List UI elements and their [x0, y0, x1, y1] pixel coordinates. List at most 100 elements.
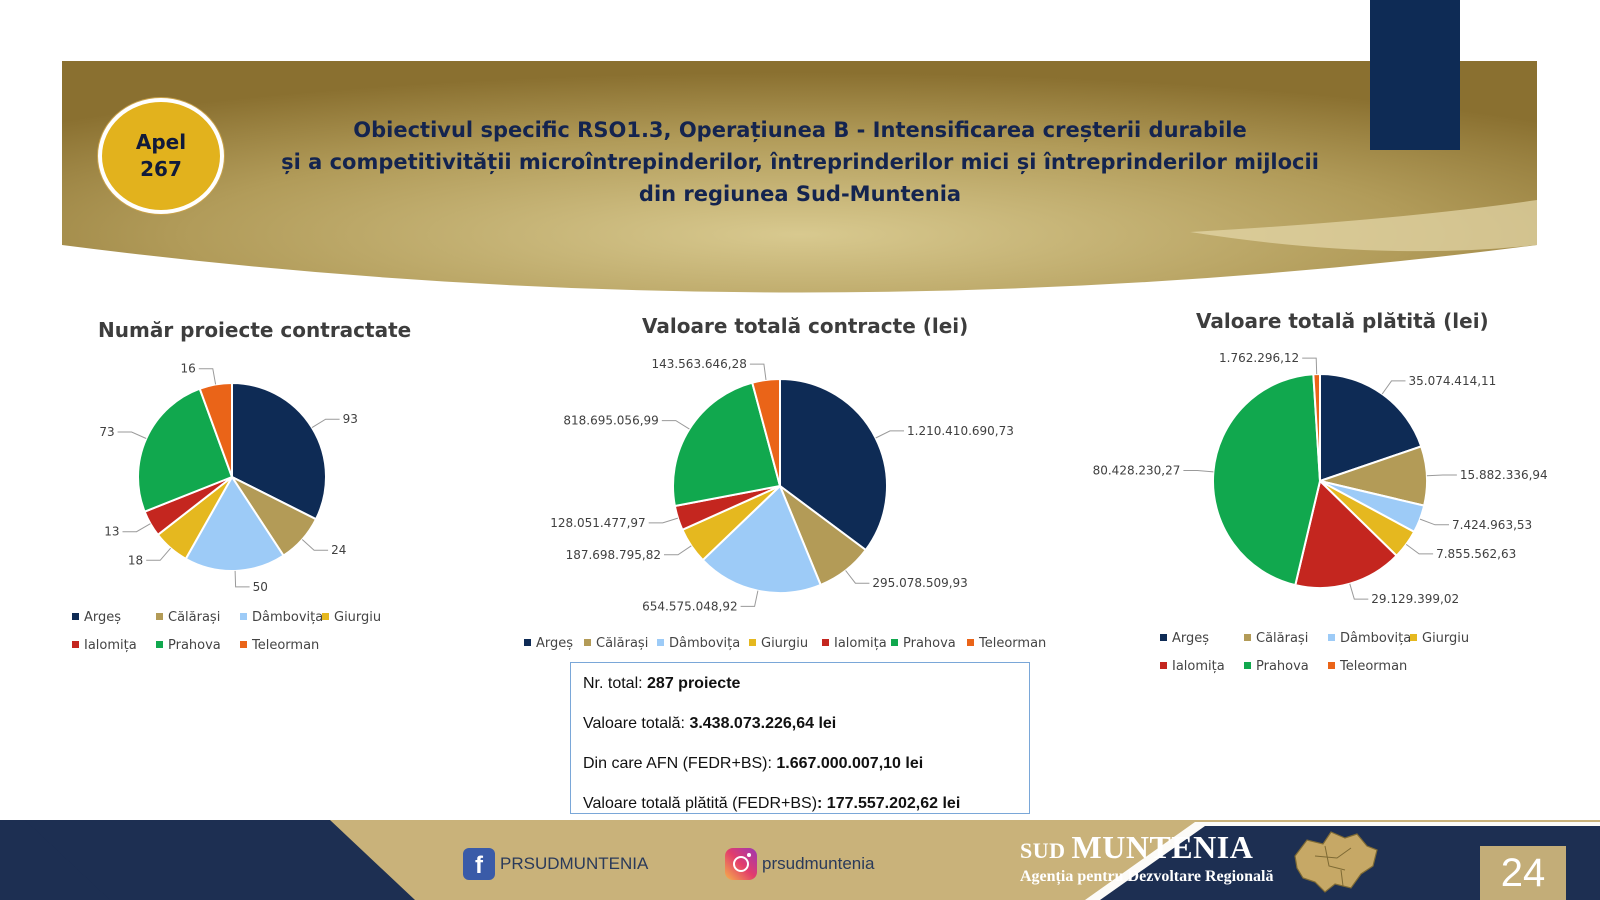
instagram-link[interactable]: prsudmuntenia: [725, 848, 874, 880]
leader-line: [648, 517, 679, 524]
legend-swatch: [240, 613, 247, 620]
legend-label: Argeș: [536, 636, 574, 651]
legend-item-teleorman: Teleorman: [1328, 659, 1407, 674]
legend-swatch: [1244, 634, 1251, 641]
data-label-prahova: 73: [99, 425, 114, 439]
summary-afn-value: Din care AFN (FEDR+BS): 1.667.000.007,10…: [583, 749, 1017, 789]
pie-slice-prahova: [672, 381, 782, 508]
legend-item-teleorman: Teleorman: [240, 638, 319, 653]
legend-item-prahova: Prahova: [891, 636, 956, 651]
data-label-teleorman: 1.762.296,12: [1219, 351, 1299, 365]
legend-swatch: [524, 639, 531, 646]
legend-item-giurgiu: Giurgiu: [1410, 631, 1469, 646]
chart-3-title: Valoare totală plătită (lei): [1196, 309, 1489, 333]
legend-swatch: [1160, 634, 1167, 641]
data-label-dâmbovița: 50: [253, 580, 268, 594]
legend-label: Dâmbovița: [1340, 631, 1412, 646]
page-title: Obiectivul specific RSO1.3, Operațiunea …: [270, 114, 1330, 210]
leader-line: [740, 590, 759, 607]
leader-line: [1302, 357, 1318, 375]
title-line-1: Obiectivul specific RSO1.3, Operațiunea …: [353, 118, 1247, 142]
legend-swatch: [156, 613, 163, 620]
legend-item-giurgiu: Giurgiu: [749, 636, 808, 651]
legend-label: Teleorman: [252, 638, 320, 653]
leader-line: [845, 570, 870, 584]
legend-item-dâmbovița: Dâmbovița: [657, 636, 740, 651]
brand-small: SUD: [1020, 838, 1066, 863]
facebook-link[interactable]: f PRSUDMUNTENIA: [463, 848, 648, 880]
legend-item-argeș: Argeș: [1160, 631, 1209, 646]
legend-swatch: [1244, 662, 1251, 669]
brand-subtitle: Agenția pentru Dezvoltare Regională: [1020, 868, 1274, 885]
summary-label: Valoare totală:: [583, 715, 690, 732]
legend-label: Prahova: [168, 638, 221, 653]
leader-line: [1419, 518, 1449, 526]
legend-swatch: [822, 639, 829, 646]
legend-item-dâmbovița: Dâmbovița: [1328, 631, 1411, 646]
legend-item-călărași: Călărași: [156, 610, 220, 625]
legend-item-ialomița: Ialomița: [72, 638, 137, 653]
data-label-giurgiu: 18: [128, 553, 143, 567]
legend-label: Teleorman: [979, 636, 1047, 651]
leader-line: [311, 418, 340, 429]
legend-swatch: [891, 639, 898, 646]
data-label-prahova: 818.695.056,99: [563, 414, 658, 428]
data-label-ialomița: 29.129.399,02: [1371, 592, 1459, 606]
pie-slice-teleorman: [751, 377, 781, 487]
leader-line: [122, 523, 151, 533]
data-label-giurgiu: 187.698.795,82: [566, 548, 661, 562]
data-label-călărași: 295.078.509,93: [872, 576, 967, 590]
summary-paid-value: Valoare totală plătită (FEDR+BS): 177.55…: [583, 789, 1017, 829]
data-label-argeș: 1.210.410.690,73: [907, 424, 1014, 438]
legend-label: Argeș: [84, 610, 122, 625]
legend-swatch: [156, 641, 163, 648]
leader-line: [1183, 470, 1214, 473]
summary-value: 1.667.000.007,10 lei: [776, 755, 924, 772]
legend-label: Prahova: [1256, 659, 1309, 674]
pie-slice-prahova: [137, 387, 234, 513]
legend-swatch: [1328, 634, 1335, 641]
leader-line: [875, 430, 904, 439]
data-label-teleorman: 16: [181, 362, 196, 376]
summary-value: 287 proiecte: [647, 675, 741, 692]
summary-box: Nr. total: 287 proiecte Valoare totală: …: [570, 662, 1030, 814]
legend-label: Teleorman: [1340, 659, 1408, 674]
leader-line: [664, 545, 692, 556]
facebook-handle: PRSUDMUNTENIA: [500, 854, 649, 873]
leader-line: [1349, 583, 1369, 600]
leader-line: [661, 420, 690, 430]
legend-label: Ialomița: [84, 638, 137, 653]
leader-line: [749, 363, 767, 380]
region-map-icon: [1294, 831, 1378, 893]
data-label-călărași: 24: [331, 543, 346, 557]
data-label-argeș: 35.074.414,11: [1409, 374, 1497, 388]
summary-label: Din care AFN (FEDR+BS):: [583, 755, 777, 772]
legend-label: Giurgiu: [1422, 631, 1470, 646]
summary-label: Valoare totală plătită (FEDR+BS): [583, 795, 818, 812]
legend-item-argeș: Argeș: [72, 610, 121, 625]
leader-line: [117, 431, 147, 439]
legend-label: Ialomița: [834, 636, 887, 651]
leader-line: [301, 539, 329, 551]
data-label-călărași: 15.882.336,94: [1460, 468, 1548, 482]
leader-line: [146, 547, 171, 561]
data-label-giurgiu: 7.855.562,63: [1436, 547, 1516, 561]
legend-swatch: [72, 641, 79, 648]
summary-value: 3.438.073.226,64 lei: [689, 715, 837, 732]
chart-2-title: Valoare totală contracte (lei): [642, 314, 969, 338]
legend-item-giurgiu: Giurgiu: [322, 610, 381, 625]
legend-swatch: [967, 639, 974, 646]
legend-swatch: [584, 639, 591, 646]
legend-item-teleorman: Teleorman: [967, 636, 1046, 651]
legend-swatch: [1328, 662, 1335, 669]
legend-label: Călărași: [168, 610, 221, 625]
legend-label: Ialomița: [1172, 659, 1225, 674]
legend-label: Dâmbovița: [252, 610, 324, 625]
legend-item-călărași: Călărași: [584, 636, 648, 651]
legend-swatch: [322, 613, 329, 620]
pie-slice-dâmbovița: [184, 475, 285, 572]
pie-slice-teleorman: [198, 381, 233, 478]
title-line-2: și a competitivității microîntrepinderil…: [281, 150, 1319, 174]
